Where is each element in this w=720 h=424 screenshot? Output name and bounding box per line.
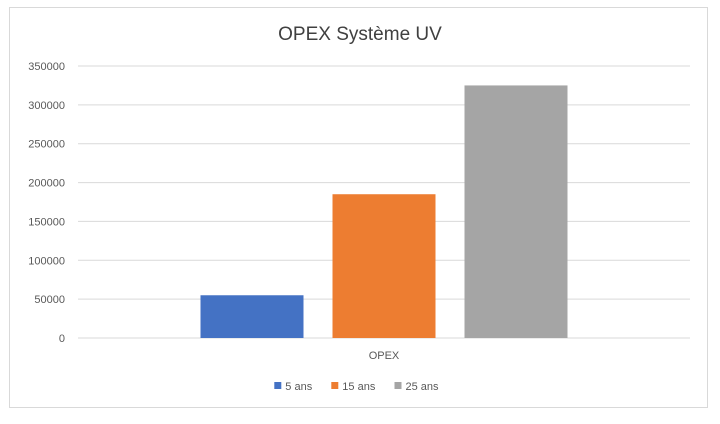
legend-label: 5 ans: [285, 381, 312, 393]
legend-label: 25 ans: [406, 381, 440, 393]
y-tick-label: 300000: [28, 100, 65, 112]
y-tick-label: 0: [59, 333, 65, 345]
y-tick-label: 250000: [28, 139, 65, 151]
x-axis-categories: OPEX: [369, 350, 400, 362]
chart-title: OPEX Système UV: [278, 24, 442, 45]
bar: [332, 194, 436, 338]
y-tick-label: 50000: [34, 294, 65, 306]
y-tick-label: 100000: [28, 255, 65, 267]
y-tick-label: 150000: [28, 216, 65, 228]
legend-swatch: [394, 382, 402, 389]
legend-swatch: [331, 382, 339, 389]
gridlines: [78, 65, 690, 339]
legend-label: 15 ans: [342, 381, 376, 393]
y-tick-label: 200000: [28, 178, 65, 190]
y-tick-label: 350000: [28, 61, 65, 73]
legend: 5 ans 15 ans 25 ans: [274, 381, 439, 393]
bars: [200, 85, 568, 338]
bar: [464, 85, 568, 338]
bar: [200, 295, 304, 338]
x-category-label: OPEX: [369, 350, 400, 362]
legend-swatch: [274, 382, 282, 389]
y-axis-ticks: 0 50000 100000 150000 200000 250000 300000 3500…: [28, 61, 65, 345]
